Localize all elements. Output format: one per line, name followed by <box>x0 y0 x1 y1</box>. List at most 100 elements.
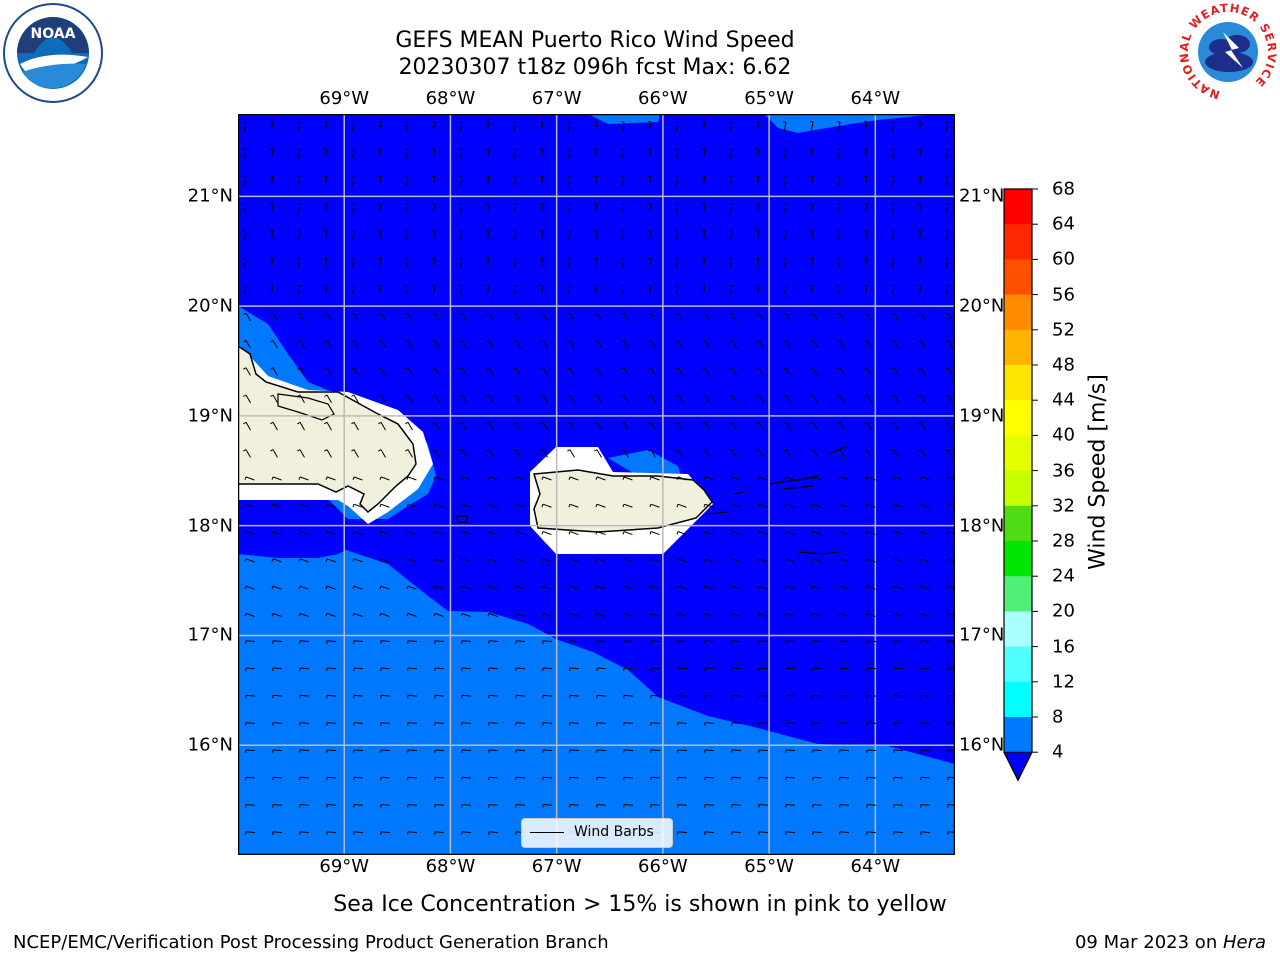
wind-barb-flag <box>406 531 409 535</box>
wind-barb-flag <box>406 558 409 562</box>
wind-barb-flag <box>512 257 517 259</box>
wind-barb-flag <box>944 202 949 205</box>
wind-barb <box>542 340 548 349</box>
wind-barb <box>461 640 472 642</box>
wind-barb <box>461 722 472 724</box>
wind-barb-flag <box>783 312 787 316</box>
wind-barb <box>675 121 679 131</box>
wind-barb <box>893 476 903 481</box>
wind-barb-flag <box>486 421 490 425</box>
wind-barb-flag <box>406 585 409 590</box>
map-legend: Wind Barbs <box>521 818 673 848</box>
wind-barb <box>812 558 822 563</box>
wind-barb <box>380 476 390 481</box>
wind-barb <box>866 394 872 404</box>
wind-barb-flag <box>539 257 544 259</box>
wind-barb-flag <box>593 148 598 150</box>
wind-barb <box>405 149 409 159</box>
wind-barb-flag <box>271 613 274 617</box>
wind-barb <box>891 176 895 186</box>
wind-barb <box>596 312 602 322</box>
wind-barb-flag <box>837 394 841 397</box>
wind-barb-flag <box>864 449 868 452</box>
wind-barb-flag <box>784 531 787 535</box>
wind-barb <box>621 231 625 241</box>
wind-barb-flag <box>459 421 463 425</box>
wind-barb <box>866 503 876 508</box>
wind-barb <box>866 449 872 458</box>
wind-barb-flag <box>431 257 436 259</box>
wind-barb <box>758 558 768 563</box>
wind-barb <box>569 722 580 724</box>
wind-barb-flag <box>864 394 868 397</box>
wind-barb-flag <box>783 449 787 452</box>
wind-barb-flag <box>486 449 490 452</box>
wind-barb <box>351 121 355 131</box>
wind-barb <box>515 476 525 481</box>
wind-barb <box>945 203 949 213</box>
wind-barb-flag <box>458 120 463 123</box>
wind-barb <box>677 340 683 349</box>
wind-barb <box>675 176 679 186</box>
lat-tick-right-label: 16°N <box>959 734 1005 756</box>
wind-barb <box>623 776 634 779</box>
wind-barb-flag <box>729 394 733 397</box>
wind-barb <box>758 831 769 834</box>
wind-barb <box>893 394 899 404</box>
wind-barb <box>650 749 661 752</box>
colorbar-bin <box>1004 365 1032 401</box>
wind-barb <box>380 367 386 376</box>
wind-barb-flag <box>296 284 301 287</box>
wind-barb-flag <box>622 531 625 535</box>
wind-barb <box>677 531 687 536</box>
wind-barb-flag <box>512 230 517 232</box>
wind-barb <box>810 258 814 268</box>
wind-barb <box>677 722 688 724</box>
wind-barb <box>866 585 876 590</box>
wind-barb-flag <box>622 585 625 590</box>
wind-barb <box>623 531 633 536</box>
wind-barb <box>864 258 868 268</box>
wind-barb-flag <box>513 312 517 316</box>
wind-barb-flag <box>487 585 490 590</box>
wind-barb-flag <box>352 504 355 508</box>
wind-barb <box>704 585 714 590</box>
wind-barb-flag <box>809 148 814 150</box>
wind-barb <box>783 149 787 159</box>
wind-barb-flag <box>811 613 814 617</box>
wind-barb <box>245 612 255 617</box>
wind-barb <box>650 503 660 508</box>
wind-barb-flag <box>674 175 679 178</box>
wind-barb <box>839 312 845 322</box>
wind-barb-flag <box>242 148 247 150</box>
wind-barb <box>488 449 494 458</box>
wind-barb-flag <box>405 449 409 452</box>
wind-speed-map <box>237 113 958 859</box>
hispaniola-land <box>237 344 417 514</box>
wind-barb <box>623 476 633 481</box>
wind-barb <box>434 831 445 834</box>
wind-barb <box>812 449 818 458</box>
map-title: GEFS MEAN Puerto Rico Wind Speed <box>395 28 795 53</box>
wind-barb <box>866 667 877 670</box>
wind-barb-flag <box>513 394 517 397</box>
colorbar-tick-label: 60 <box>1052 248 1075 270</box>
wind-barb <box>515 531 525 536</box>
wind-barb <box>407 749 418 752</box>
wind-barb-flag <box>567 339 571 343</box>
wind-barb-flag <box>919 558 922 562</box>
wind-barb-flag <box>836 230 841 232</box>
wind-barb <box>920 694 931 697</box>
lon-tick-bottom-label: 65°W <box>744 856 794 877</box>
map-subtitle: 20230307 t18z 096h fcst Max: 6.62 <box>398 55 792 80</box>
wind-barb <box>513 285 517 295</box>
wind-barb-flag <box>784 504 787 508</box>
wind-barb-flag <box>729 312 733 316</box>
wind-barb-flag <box>459 312 463 316</box>
wind-barb-flag <box>487 531 490 535</box>
colorbar-tick-label: 32 <box>1052 495 1075 517</box>
wind-barb-flag <box>540 339 544 343</box>
colorbar-tick-label: 44 <box>1052 389 1075 411</box>
wind-barb-flag <box>811 558 814 562</box>
wind-barb <box>731 831 742 834</box>
